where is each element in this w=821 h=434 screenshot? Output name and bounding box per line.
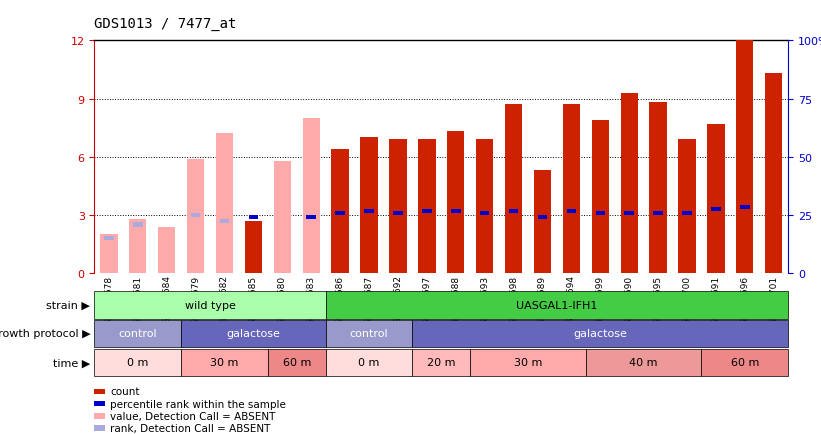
Bar [509,209,518,214]
Bar [505,105,522,273]
Bar [649,103,667,273]
Bar [393,211,402,216]
Text: GDS1013 / 7477_at: GDS1013 / 7477_at [94,17,236,31]
Text: wild type: wild type [185,300,236,310]
Text: UASGAL1-IFH1: UASGAL1-IFH1 [516,300,598,310]
Text: growth protocol ▶: growth protocol ▶ [0,329,90,339]
Bar [306,215,316,220]
Bar [335,211,345,216]
Text: control: control [118,329,157,339]
Bar [595,211,605,216]
Bar [220,219,229,224]
Text: rank, Detection Call = ABSENT: rank, Detection Call = ABSENT [110,423,270,433]
Bar [365,209,374,214]
Bar [158,227,176,273]
Bar [422,209,432,214]
Text: 20 m: 20 m [427,358,456,368]
Bar [216,134,233,273]
Bar [249,215,258,220]
Bar [447,132,465,273]
Bar [566,209,576,214]
Bar [245,221,262,273]
Text: 40 m: 40 m [630,358,658,368]
Bar [740,206,750,210]
Bar [129,219,146,273]
Bar [273,161,291,273]
Bar [736,41,754,273]
Text: percentile rank within the sample: percentile rank within the sample [110,399,286,408]
Text: galactose: galactose [227,329,280,339]
Text: 60 m: 60 m [731,358,759,368]
Bar [389,140,406,273]
Bar [592,121,609,273]
Bar [476,140,493,273]
Bar [711,207,721,212]
Text: 60 m: 60 m [282,358,311,368]
Bar [100,235,117,273]
Bar [765,74,782,273]
Bar [480,211,489,216]
Bar [451,209,461,214]
Text: control: control [350,329,388,339]
Text: count: count [110,387,140,396]
Text: galactose: galactose [573,329,627,339]
Bar [538,215,548,220]
Text: 0 m: 0 m [358,358,379,368]
Bar [418,140,435,273]
Text: 0 m: 0 m [127,358,149,368]
Bar [534,171,551,273]
Bar [562,105,580,273]
Text: time ▶: time ▶ [53,358,90,368]
Bar [682,211,692,216]
Bar [678,140,695,273]
Bar [133,223,143,227]
Bar [303,118,320,273]
Text: 30 m: 30 m [514,358,542,368]
Bar [654,211,663,216]
Bar [621,93,638,273]
Bar [104,237,113,241]
Bar [187,159,204,273]
Bar [190,213,200,217]
Bar [360,138,378,273]
Bar [707,125,725,273]
Text: strain ▶: strain ▶ [47,300,90,310]
Bar [332,150,349,273]
Text: value, Detection Call = ABSENT: value, Detection Call = ABSENT [110,411,275,421]
Bar [625,211,634,216]
Text: 30 m: 30 m [210,358,239,368]
